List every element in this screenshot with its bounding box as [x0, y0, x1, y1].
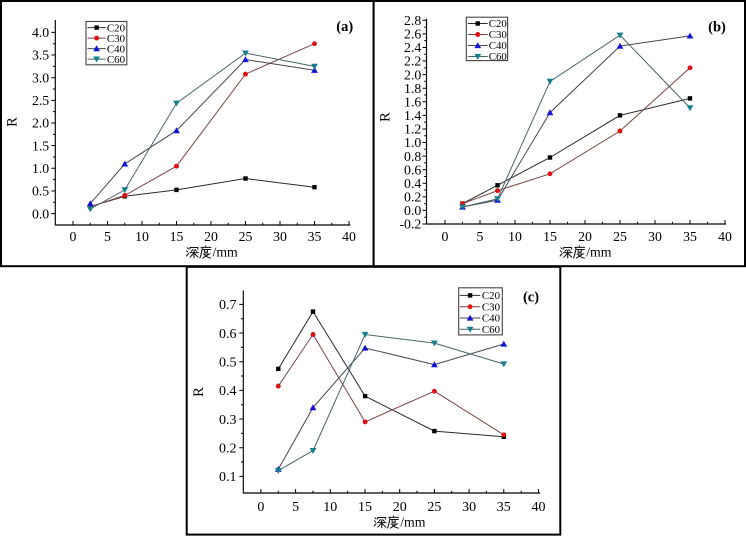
svg-text:0.8: 0.8 [404, 149, 421, 164]
svg-text:1.0: 1.0 [32, 161, 49, 176]
svg-text:25: 25 [239, 229, 253, 244]
svg-text:25: 25 [613, 229, 627, 244]
svg-text:0.5: 0.5 [219, 355, 237, 370]
svg-text:(b): (b) [708, 20, 726, 36]
svg-text:C30: C30 [107, 33, 126, 45]
svg-text:40: 40 [532, 500, 546, 515]
svg-text:35: 35 [497, 500, 511, 515]
svg-text:15: 15 [358, 500, 372, 515]
svg-text:5: 5 [292, 500, 299, 515]
svg-text:C20: C20 [482, 290, 501, 302]
svg-text:0.4: 0.4 [404, 176, 421, 191]
svg-text:20: 20 [204, 229, 218, 244]
svg-text:2.0: 2.0 [32, 116, 49, 131]
svg-text:30: 30 [273, 229, 287, 244]
svg-text:2.8: 2.8 [404, 13, 421, 28]
svg-text:(a): (a) [336, 19, 353, 35]
svg-text:1.0: 1.0 [404, 135, 421, 150]
svg-text:3.5: 3.5 [32, 48, 49, 63]
svg-text:1.6: 1.6 [404, 94, 421, 109]
svg-text:0: 0 [70, 229, 77, 244]
svg-text:-0.2: -0.2 [399, 217, 421, 232]
svg-text:10: 10 [323, 500, 337, 515]
svg-text:(c): (c) [523, 289, 539, 305]
svg-text:30: 30 [648, 229, 662, 244]
svg-text:C20: C20 [107, 22, 126, 34]
svg-text:5: 5 [104, 229, 111, 244]
svg-text:3.0: 3.0 [32, 70, 49, 85]
svg-text:0.2: 0.2 [404, 190, 421, 205]
svg-text:0.0: 0.0 [404, 203, 421, 218]
svg-text:10: 10 [135, 229, 149, 244]
svg-text:2.2: 2.2 [404, 54, 421, 69]
svg-text:C60: C60 [482, 324, 501, 336]
svg-text:0.6: 0.6 [404, 162, 421, 177]
svg-text:0.7: 0.7 [219, 298, 237, 313]
svg-text:30: 30 [462, 500, 476, 515]
svg-text:R: R [5, 117, 21, 127]
svg-text:40: 40 [718, 229, 732, 244]
svg-text:0.0: 0.0 [32, 206, 49, 221]
svg-text:0: 0 [257, 500, 264, 515]
svg-text:5: 5 [477, 229, 484, 244]
svg-text:0.4: 0.4 [219, 384, 237, 399]
svg-text:C40: C40 [482, 313, 501, 325]
svg-text:1.2: 1.2 [404, 122, 421, 137]
svg-text:C30: C30 [482, 301, 501, 313]
svg-text:C20: C20 [489, 18, 508, 30]
svg-text:2.6: 2.6 [404, 27, 421, 42]
svg-text:1.5: 1.5 [32, 138, 49, 153]
svg-text:1.4: 1.4 [404, 108, 421, 123]
svg-text:C60: C60 [489, 51, 508, 63]
svg-text:20: 20 [578, 229, 592, 244]
svg-text:C60: C60 [107, 54, 126, 66]
svg-text:15: 15 [543, 229, 557, 244]
svg-text:0.5: 0.5 [32, 184, 49, 199]
svg-text:35: 35 [683, 229, 697, 244]
svg-text:20: 20 [393, 500, 407, 515]
svg-text:2.4: 2.4 [404, 40, 421, 55]
svg-text:0.2: 0.2 [219, 441, 237, 456]
svg-text:15: 15 [170, 229, 184, 244]
svg-text:25: 25 [427, 500, 441, 515]
svg-text:R: R [378, 112, 394, 122]
svg-text:1.8: 1.8 [404, 81, 421, 96]
svg-text:C40: C40 [107, 43, 126, 55]
svg-text:C30: C30 [489, 29, 508, 41]
svg-text:0.1: 0.1 [219, 470, 237, 485]
svg-text:10: 10 [508, 229, 522, 244]
svg-text:40: 40 [342, 229, 356, 244]
svg-text:2.5: 2.5 [32, 93, 49, 108]
svg-text:35: 35 [308, 229, 322, 244]
svg-text:0.3: 0.3 [219, 413, 237, 428]
svg-text:R: R [191, 387, 207, 397]
svg-text:0.6: 0.6 [219, 327, 237, 342]
svg-text:0: 0 [442, 229, 449, 244]
svg-text:C40: C40 [489, 40, 508, 52]
svg-text:4.0: 4.0 [32, 25, 49, 40]
svg-text:2.0: 2.0 [404, 67, 421, 82]
